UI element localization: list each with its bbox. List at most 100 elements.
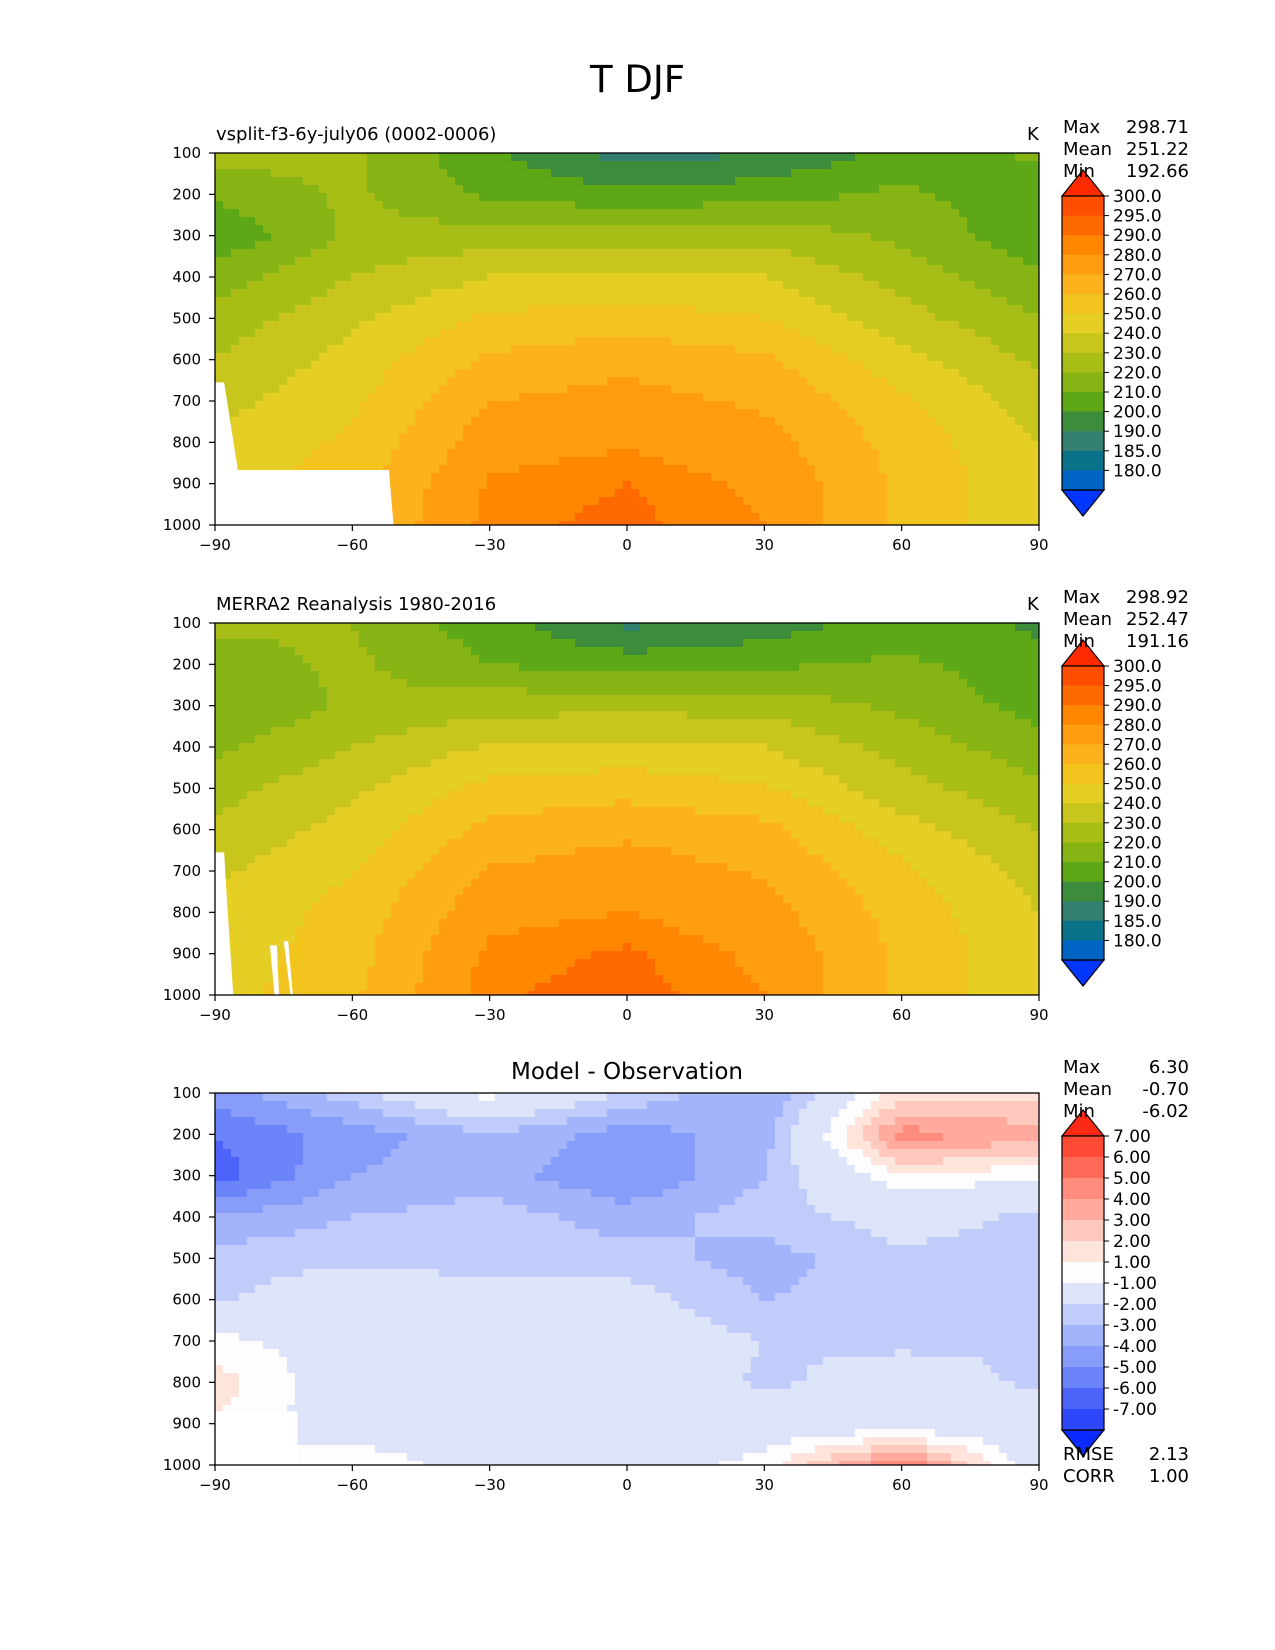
contour-cell: [519, 161, 528, 170]
contour-cell: [671, 481, 680, 490]
contour-cell: [255, 329, 264, 338]
contour-cell: [311, 289, 320, 298]
contour-cell: [895, 441, 904, 450]
contour-cell: [679, 481, 688, 490]
contour-cell: [783, 169, 792, 178]
contour-cell: [671, 241, 680, 250]
contour-cell: [687, 281, 696, 290]
contour-cell: [599, 337, 608, 346]
contour-cell: [743, 457, 752, 466]
contour-cell: [231, 169, 240, 178]
contour-cell: [903, 313, 912, 322]
contour-cell: [591, 241, 600, 250]
contour-cell: [911, 377, 920, 386]
contour-cell: [887, 623, 896, 632]
contour-cell: [231, 409, 240, 418]
contour-cell: [1015, 401, 1024, 410]
contour-cell: [831, 361, 840, 370]
contour-cell: [655, 513, 664, 522]
contour-cell: [823, 505, 832, 514]
contour-cell: [239, 377, 248, 386]
contour-cell: [831, 369, 840, 378]
contour-cell: [431, 377, 440, 386]
contour-cell: [287, 273, 296, 282]
contour-cell: [471, 289, 480, 298]
contour-cell: [847, 225, 856, 234]
contour-cell: [927, 217, 936, 226]
contour-cell: [319, 329, 328, 338]
contour-cell: [327, 457, 336, 466]
contour-cell: [607, 225, 616, 234]
contour-cell: [487, 401, 496, 410]
contour-cell: [743, 177, 752, 186]
contour-cell: [607, 337, 616, 346]
contour-cell: [447, 225, 456, 234]
contour-cell: [287, 153, 296, 162]
contour-cell: [255, 153, 264, 162]
contour-cell: [439, 297, 448, 306]
contour-cell: [823, 449, 832, 458]
contour-cell: [607, 265, 616, 274]
contour-cell: [551, 345, 560, 354]
contour-cell: [279, 409, 288, 418]
contour-cell: [247, 193, 256, 202]
contour-cell: [359, 361, 368, 370]
contour-cell: [791, 321, 800, 330]
contour-cell: [479, 465, 488, 474]
contour-cell: [223, 153, 232, 162]
contour-cell: [807, 623, 816, 632]
contour-cell: [391, 465, 400, 474]
contour-cell: [271, 249, 280, 258]
contour-cell: [935, 233, 944, 242]
contour-cell: [279, 377, 288, 386]
contour-cell: [559, 473, 568, 482]
contour-cell: [943, 457, 952, 466]
contour-cell: [847, 417, 856, 426]
contour-cell: [983, 465, 992, 474]
contour-cell: [583, 377, 592, 386]
contour-cell: [295, 465, 304, 474]
contour-cell: [767, 305, 776, 314]
contour-cell: [911, 257, 920, 266]
contour-cell: [263, 361, 272, 370]
contour-cell: [335, 273, 344, 282]
contour-cell: [703, 225, 712, 234]
contour-cell: [791, 409, 800, 418]
contour-cell: [679, 401, 688, 410]
contour-cell: [359, 217, 368, 226]
contour-cell: [519, 401, 528, 410]
contour-cell: [343, 153, 352, 162]
contour-cell: [455, 153, 464, 162]
contour-cell: [503, 433, 512, 442]
contour-cell: [903, 457, 912, 466]
contour-cell: [791, 353, 800, 362]
contour-cell: [535, 297, 544, 306]
contour-cell: [215, 257, 224, 266]
contour-cell: [495, 177, 504, 186]
contour-cell: [231, 353, 240, 362]
contour-cell: [863, 193, 872, 202]
contour-cell: [263, 441, 272, 450]
contour-cell: [919, 313, 928, 322]
contour-cell: [247, 209, 256, 218]
contour-cell: [735, 505, 744, 514]
contour-cell: [903, 497, 912, 506]
contour-cell: [383, 297, 392, 306]
contour-cell: [927, 241, 936, 250]
contour-cell: [623, 249, 632, 258]
contour-cell: [783, 201, 792, 210]
contour-cell: [911, 489, 920, 498]
contour-cell: [551, 449, 560, 458]
contour-cell: [967, 449, 976, 458]
contour-cell: [727, 513, 736, 522]
contour-cell: [879, 457, 888, 466]
contour-cell: [399, 393, 408, 402]
contour-cell: [327, 369, 336, 378]
contour-cell: [679, 433, 688, 442]
contour-cell: [247, 305, 256, 314]
contour-cell: [455, 329, 464, 338]
contour-cell: [943, 623, 952, 632]
contour-cell: [415, 457, 424, 466]
contour-cell: [559, 265, 568, 274]
contour-cell: [375, 217, 384, 226]
